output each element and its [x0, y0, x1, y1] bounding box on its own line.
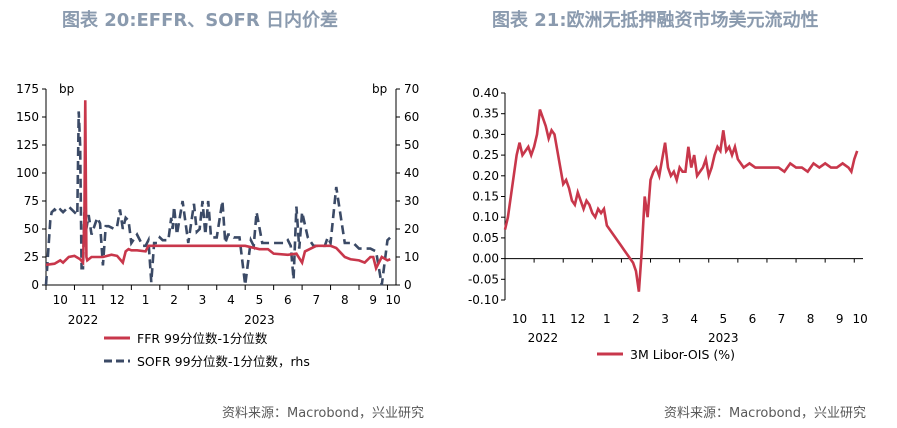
c20-left-tick-label: 150 [16, 110, 39, 124]
c20-right-tick-label: 20 [404, 222, 419, 236]
c21-x-tick-label: 7 [778, 312, 786, 326]
c20-year-label: 2023 [244, 313, 275, 327]
c21-y-tick-label: 0.15 [472, 190, 499, 204]
c20-x-tick-label: 12 [109, 293, 124, 307]
c20-year-label: 2022 [68, 313, 99, 327]
c21-y-tick-label: 0.10 [472, 210, 499, 224]
c20-left-unit: bp [59, 82, 74, 96]
c20-left-tick-label: 175 [16, 82, 39, 96]
chart-21-source: 资料来源：Macrobond，兴业研究 [664, 406, 867, 421]
c20-right-tick-label: 0 [404, 278, 412, 292]
c21-x-tick-label: 10 [852, 312, 867, 326]
c20-x-tick-label: 10 [53, 293, 68, 307]
c20-left-tick-label: 25 [24, 250, 39, 264]
c20-left-tick-label: 50 [24, 222, 39, 236]
c20-right-unit: bp [372, 82, 387, 96]
c21-y-tick-label: 0.40 [472, 86, 499, 100]
c20-x-tick-label: 2 [170, 293, 178, 307]
c21-x-tick-label: 6 [749, 312, 757, 326]
c21-x-tick-label: 9 [836, 312, 844, 326]
c21-year-label: 2022 [528, 331, 559, 345]
c20-x-tick-label: 10 [386, 293, 401, 307]
c20-x-tick-label: 5 [256, 293, 264, 307]
c20-left-tick-label: 0 [31, 278, 39, 292]
c21-x-tick-label: 3 [661, 312, 669, 326]
c20-x-tick-label: 9 [369, 293, 377, 307]
c20-right-tick-label: 50 [404, 138, 419, 152]
c20-series-ffr-line [45, 100, 391, 272]
chart-21-title: 图表 21:欧洲无抵押融资市场美元流动性 [492, 10, 819, 31]
c20-x-tick-label: 7 [313, 293, 321, 307]
chart-20-source: 资料来源：Macrobond，兴业研究 [222, 406, 425, 421]
c21-x-tick-label: 5 [719, 312, 727, 326]
c20-left-tick-label: 125 [16, 138, 39, 152]
c20-x-tick-label: 3 [199, 293, 207, 307]
c21-y-tick-label: 0.05 [472, 231, 499, 245]
c20-x-tick-label: 4 [227, 293, 235, 307]
c20-x-tick-label: 8 [341, 293, 349, 307]
c21-x-tick-label: 8 [807, 312, 815, 326]
c21-legend-label: 3M Libor-OIS (%) [630, 347, 735, 362]
c20-right-tick-label: 70 [404, 82, 419, 96]
c21-y-tick-label: 0.20 [472, 169, 499, 183]
c21-x-tick-label: 11 [541, 312, 556, 326]
c20-x-tick-label: 11 [81, 293, 96, 307]
c20-right-tick-label: 60 [404, 110, 419, 124]
c20-left-tick-label: 75 [24, 194, 39, 208]
c21-y-tick-label: 0.00 [472, 252, 499, 266]
c21-y-tick-label: -0.10 [468, 293, 499, 307]
c20-legend-sofr-label: SOFR 99分位数-1分位数，rhs [137, 354, 310, 369]
c20-left-tick-label: 100 [16, 166, 39, 180]
c20-right-tick-label: 40 [404, 166, 419, 180]
chart-20-title: 图表 20:EFFR、SOFR 日内价差 [62, 10, 338, 31]
c20-right-tick-label: 30 [404, 194, 419, 208]
c21-y-tick-label: 0.25 [472, 148, 499, 162]
c20-series-sofr-line [44, 111, 392, 286]
c21-x-tick-label: 2 [632, 312, 640, 326]
c21-y-tick-label: 0.30 [472, 127, 499, 141]
c20-x-tick-label: 1 [142, 293, 150, 307]
c20-legend-ffr-label: FFR 99分位数-1分位数 [137, 331, 268, 346]
c21-x-tick-label: 1 [603, 312, 611, 326]
c21-series-libor-ois-line [503, 109, 859, 292]
c21-year-label: 2023 [708, 331, 739, 345]
c21-y-tick-label: -0.05 [468, 272, 499, 286]
c21-x-tick-label: 12 [570, 312, 585, 326]
c21-x-tick-label: 10 [512, 312, 527, 326]
c21-x-tick-label: 4 [690, 312, 698, 326]
c21-y-tick-label: 0.35 [472, 107, 499, 121]
c20-x-tick-label: 6 [284, 293, 292, 307]
c20-right-tick-label: 10 [404, 250, 419, 264]
